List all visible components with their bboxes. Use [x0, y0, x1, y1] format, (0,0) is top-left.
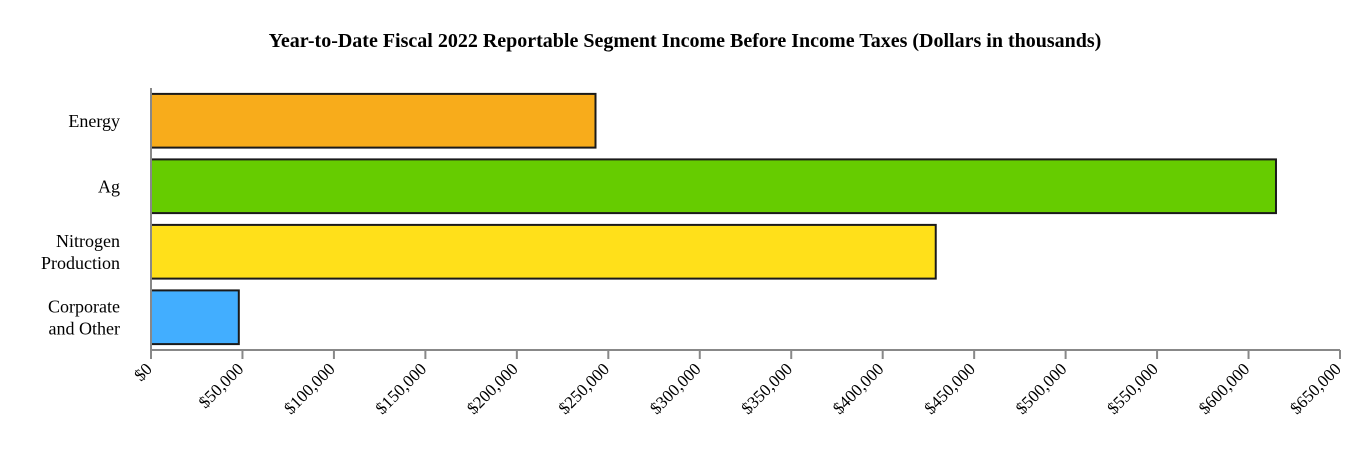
category-label-line: Nitrogen — [56, 231, 120, 251]
category-label-1: Ag — [98, 176, 120, 196]
x-ticks: $0 $50,000 $100,000 $150,000 $200,000 $250,00… — [130, 350, 1345, 418]
x-tick-label: $300,000 — [646, 359, 705, 418]
category-label-line: Ag — [98, 176, 120, 196]
category-label-line: and Other — [49, 318, 120, 338]
axes-layer — [150, 88, 1340, 351]
x-tick-label: $100,000 — [280, 359, 339, 418]
x-tick-label: $50,000 — [195, 359, 248, 412]
x-tick-label: $650,000 — [1286, 359, 1345, 418]
x-tick-label: $0 — [130, 359, 155, 384]
bar-0 — [150, 92, 597, 149]
category-label-line: Corporate — [48, 296, 120, 316]
x-tick-label: $150,000 — [372, 359, 431, 418]
x-tick-label: $250,000 — [555, 359, 614, 418]
x-tick-label: $600,000 — [1195, 359, 1254, 418]
chart-title: Year-to-Date Fiscal 2022 Reportable Segm… — [268, 30, 1102, 52]
x-tick-label: $350,000 — [738, 359, 797, 418]
category-label-3: Corporate and Other — [48, 296, 120, 338]
category-labels: Energy Ag Nitrogen Production Corporate and O… — [41, 111, 120, 339]
category-label-2: Nitrogen Production — [41, 231, 120, 273]
x-tick-label: $500,000 — [1012, 359, 1071, 418]
x-tick-label: $400,000 — [829, 359, 888, 418]
category-label-line: Production — [41, 253, 120, 273]
category-label-line: Energy — [68, 111, 120, 131]
bar-2 — [150, 223, 937, 280]
x-tick-label: $450,000 — [920, 359, 979, 418]
bars-layer — [150, 92, 1277, 346]
x-tick-label: $550,000 — [1103, 359, 1162, 418]
x-tick-label: $200,000 — [463, 359, 522, 418]
category-label-0: Energy — [68, 111, 120, 131]
bar-3 — [150, 289, 240, 346]
bar-1 — [150, 158, 1277, 215]
